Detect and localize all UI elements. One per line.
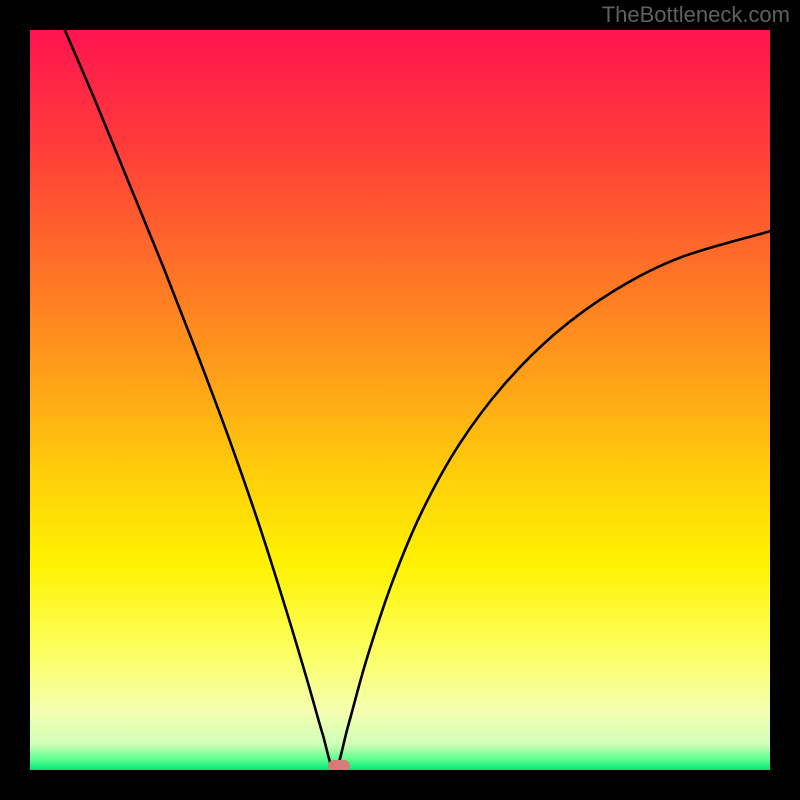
bottleneck-curve — [30, 30, 770, 770]
chart-container: TheBottleneck.com — [0, 0, 800, 800]
optimum-marker — [328, 760, 350, 770]
plot-area — [30, 30, 770, 770]
watermark-text: TheBottleneck.com — [602, 2, 790, 28]
curve-path — [65, 30, 770, 770]
